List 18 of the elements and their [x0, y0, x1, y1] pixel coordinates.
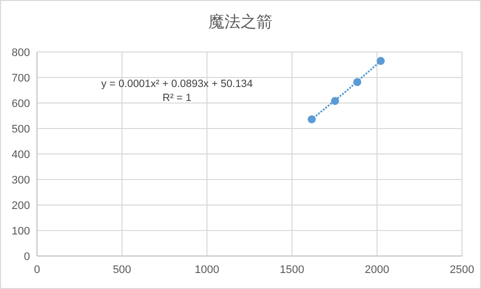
x-tick-label: 2000 — [364, 264, 390, 276]
x-tick-label: 0 — [34, 264, 40, 276]
annotation: R² = 1 — [162, 92, 192, 104]
y-tick-label: 700 — [12, 72, 30, 84]
y-tick-label: 400 — [12, 149, 30, 161]
y-tick-label: 100 — [12, 226, 30, 238]
annotation: y = 0.0001x² + 0.0893x + 50.134 — [101, 78, 253, 90]
y-tick-label: 500 — [12, 124, 30, 136]
x-tick-label: 1000 — [194, 264, 220, 276]
y-tick-label: 600 — [12, 98, 30, 110]
x-tick-label: 500 — [112, 264, 132, 276]
y-tick-label: 800 — [12, 47, 30, 59]
y-tick-label: 0 — [24, 251, 30, 263]
y-tick-label: 300 — [12, 174, 30, 186]
chart-title: 魔法之箭 — [208, 13, 272, 31]
x-tick-label: 2500 — [450, 264, 474, 276]
y-tick-label: 200 — [12, 200, 30, 212]
x-tick-label: 1500 — [280, 264, 304, 276]
